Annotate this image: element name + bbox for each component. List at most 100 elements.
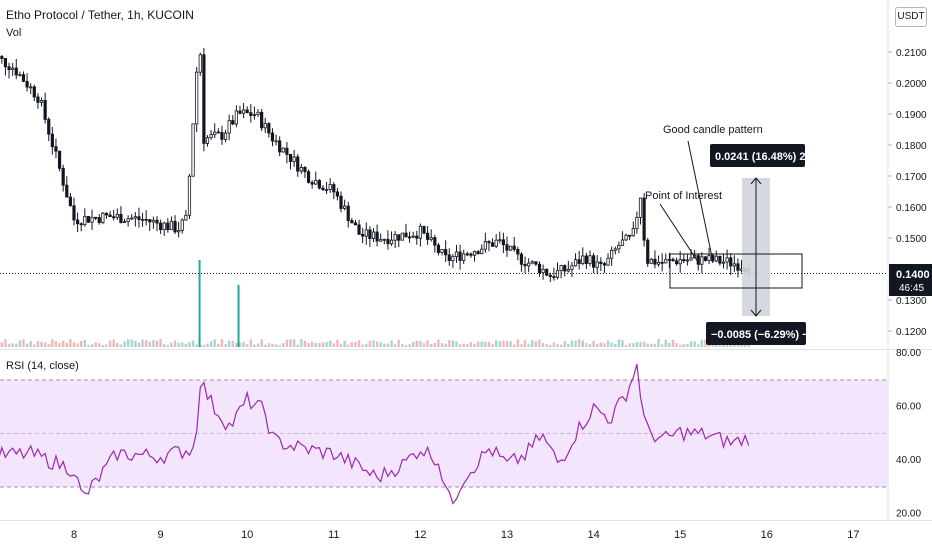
candle[interactable] [678, 251, 682, 273]
candle[interactable] [646, 237, 650, 267]
candle[interactable] [108, 211, 112, 218]
candle[interactable] [241, 103, 246, 119]
candle[interactable] [339, 191, 343, 213]
candle[interactable] [454, 244, 459, 263]
candle[interactable] [72, 197, 76, 226]
candle[interactable] [581, 247, 585, 266]
candle[interactable] [469, 252, 473, 258]
candle[interactable] [588, 250, 592, 267]
candle[interactable] [281, 147, 285, 153]
candle[interactable] [407, 231, 412, 243]
candle[interactable] [404, 223, 408, 238]
candle[interactable] [527, 258, 531, 273]
candle[interactable] [523, 256, 527, 274]
candle[interactable] [328, 178, 332, 193]
candle[interactable] [104, 212, 109, 219]
candle[interactable] [79, 222, 83, 232]
candle[interactable] [736, 258, 740, 278]
candle[interactable] [97, 214, 101, 225]
candle[interactable] [480, 244, 484, 255]
candle[interactable] [61, 164, 65, 192]
candle[interactable] [545, 268, 549, 277]
candle[interactable] [3, 58, 8, 76]
candle[interactable] [375, 224, 379, 247]
candle[interactable] [68, 193, 72, 207]
candle[interactable] [610, 246, 614, 266]
candle[interactable] [393, 230, 397, 249]
candle[interactable] [573, 253, 578, 267]
candle[interactable] [703, 256, 708, 262]
candle[interactable] [353, 219, 358, 226]
candle[interactable] [671, 257, 675, 262]
candle[interactable] [617, 241, 621, 254]
candle[interactable] [90, 209, 94, 231]
candle[interactable] [198, 52, 202, 76]
candle[interactable] [303, 166, 307, 179]
candle[interactable] [664, 253, 668, 264]
candle[interactable] [205, 135, 210, 147]
candle[interactable] [386, 230, 390, 250]
candle[interactable] [498, 231, 502, 244]
candle[interactable] [389, 231, 394, 246]
candle[interactable] [368, 226, 372, 247]
candle[interactable] [444, 240, 448, 262]
candle[interactable] [674, 257, 679, 266]
candle[interactable] [530, 260, 534, 265]
candle[interactable] [155, 216, 159, 232]
candle[interactable] [371, 228, 376, 243]
candle[interactable] [169, 216, 174, 231]
candle[interactable] [592, 252, 596, 274]
candle[interactable] [213, 123, 217, 139]
candle[interactable] [422, 225, 426, 235]
candle[interactable] [7, 62, 11, 79]
candle[interactable] [433, 234, 437, 253]
candle[interactable] [613, 246, 617, 255]
candle[interactable] [429, 229, 433, 242]
candle[interactable] [29, 83, 33, 95]
candle[interactable] [570, 261, 574, 277]
candle[interactable] [180, 218, 184, 234]
candle[interactable] [476, 250, 480, 255]
candle[interactable] [274, 134, 278, 146]
currency-button[interactable]: USDT [895, 7, 927, 27]
candle[interactable] [137, 207, 141, 228]
candle[interactable] [285, 141, 289, 164]
candle[interactable] [667, 252, 671, 269]
candle[interactable] [36, 93, 40, 109]
candle[interactable] [458, 244, 462, 270]
candle[interactable] [552, 267, 556, 281]
candle[interactable] [566, 260, 570, 273]
candle[interactable] [483, 232, 487, 253]
candle[interactable] [252, 106, 257, 120]
candle[interactable] [685, 253, 690, 266]
candle[interactable] [411, 231, 415, 238]
candle[interactable] [65, 176, 69, 198]
candle[interactable] [321, 185, 325, 191]
candle[interactable] [288, 153, 293, 170]
candle[interactable] [57, 150, 62, 172]
candle[interactable] [602, 261, 607, 273]
candle[interactable] [638, 197, 643, 225]
candle[interactable] [270, 128, 275, 147]
candle[interactable] [173, 215, 177, 235]
candle[interactable] [400, 232, 404, 241]
candle[interactable] [584, 252, 588, 269]
candle[interactable] [256, 109, 260, 117]
candle[interactable] [599, 257, 603, 271]
candle[interactable] [220, 125, 224, 145]
candle[interactable] [21, 71, 26, 83]
candle[interactable] [465, 251, 469, 257]
candle[interactable] [47, 117, 51, 142]
candle[interactable] [534, 261, 538, 267]
good-candle-label[interactable]: Good candle pattern [663, 124, 763, 136]
candle[interactable] [162, 221, 166, 236]
candle[interactable] [725, 249, 729, 270]
candle[interactable] [595, 255, 599, 274]
candle[interactable] [487, 240, 491, 252]
candle[interactable] [357, 219, 361, 235]
candle[interactable] [299, 163, 303, 174]
candle[interactable] [223, 129, 228, 143]
candle[interactable] [11, 62, 15, 76]
candle[interactable] [115, 208, 119, 220]
